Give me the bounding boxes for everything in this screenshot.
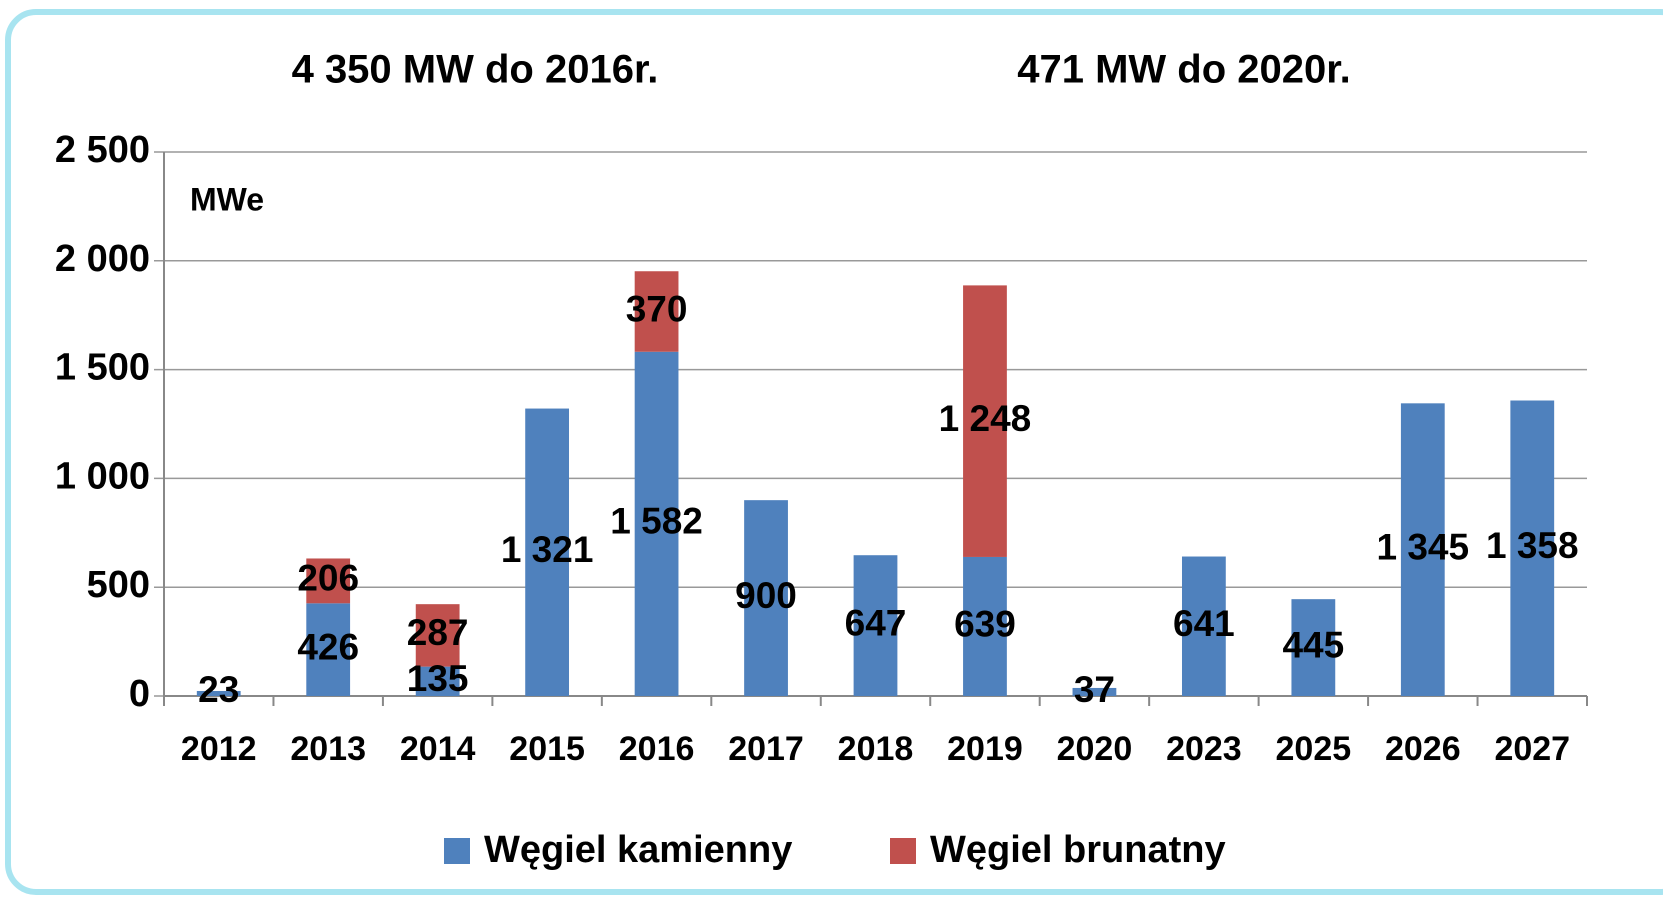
bar [1291,599,1336,696]
bar [196,690,241,696]
data-label: 370 [626,288,688,329]
y-tick-label: 2 500 [55,129,150,171]
data-label: 37 [1074,669,1115,710]
chart-title: 471 MW do 2020r. [1017,48,1350,92]
bar [963,556,1007,696]
bar [853,555,898,696]
x-tick-label: 2015 [509,730,585,768]
x-tick-label: 2019 [947,730,1023,768]
x-tick-label: 2023 [1166,730,1242,768]
data-label: 639 [954,603,1016,644]
bar [415,666,460,696]
bar [1510,400,1555,696]
x-tick-label: 2027 [1494,730,1570,768]
data-label: 1 321 [501,529,594,570]
y-tick-label: 2 000 [55,238,150,280]
bar [306,603,351,696]
x-tick-label: 2018 [838,730,914,768]
y-tick-label: 1 500 [55,347,150,389]
bar [306,558,351,604]
data-label: 1 358 [1486,525,1579,566]
x-tick-label: 2016 [619,730,695,768]
chart-title: 4 350 MW do 2016r. [292,48,659,92]
x-tick-label: 2020 [1057,730,1133,768]
x-tick-label: 2026 [1385,730,1461,768]
y-axis-label: MWe [190,181,264,217]
data-label: 1 345 [1377,526,1470,567]
data-label: 900 [735,575,797,616]
data-label: 445 [1282,624,1344,665]
bar [1181,556,1226,696]
bar [1400,403,1445,696]
legend-label: Węgiel kamienny [484,829,792,871]
x-tick-label: 2014 [400,730,476,768]
data-label: 641 [1173,603,1235,644]
data-label: 135 [407,658,469,699]
data-label: 1 248 [939,398,1032,439]
bar [963,285,1007,557]
legend-swatch [890,838,916,864]
x-tick-label: 2012 [181,730,257,768]
bar [744,500,788,696]
x-tick-label: 2017 [728,730,804,768]
x-tick-label: 2025 [1276,730,1352,768]
x-tick-label: 2013 [290,730,366,768]
bar [634,271,679,352]
data-label: 647 [845,602,907,643]
legend-swatch [444,838,470,864]
y-tick-label: 0 [129,673,150,715]
bar [634,351,679,696]
bar [415,604,460,667]
data-label: 287 [407,612,469,653]
data-label: 206 [297,558,359,599]
data-label: 426 [297,626,359,667]
data-label: 23 [198,669,239,710]
data-label: 1 582 [610,501,703,542]
y-tick-label: 1 000 [55,455,150,497]
y-tick-label: 500 [87,564,150,606]
bar [525,408,570,696]
legend-label: Węgiel brunatny [930,829,1226,871]
bar [1072,687,1117,696]
